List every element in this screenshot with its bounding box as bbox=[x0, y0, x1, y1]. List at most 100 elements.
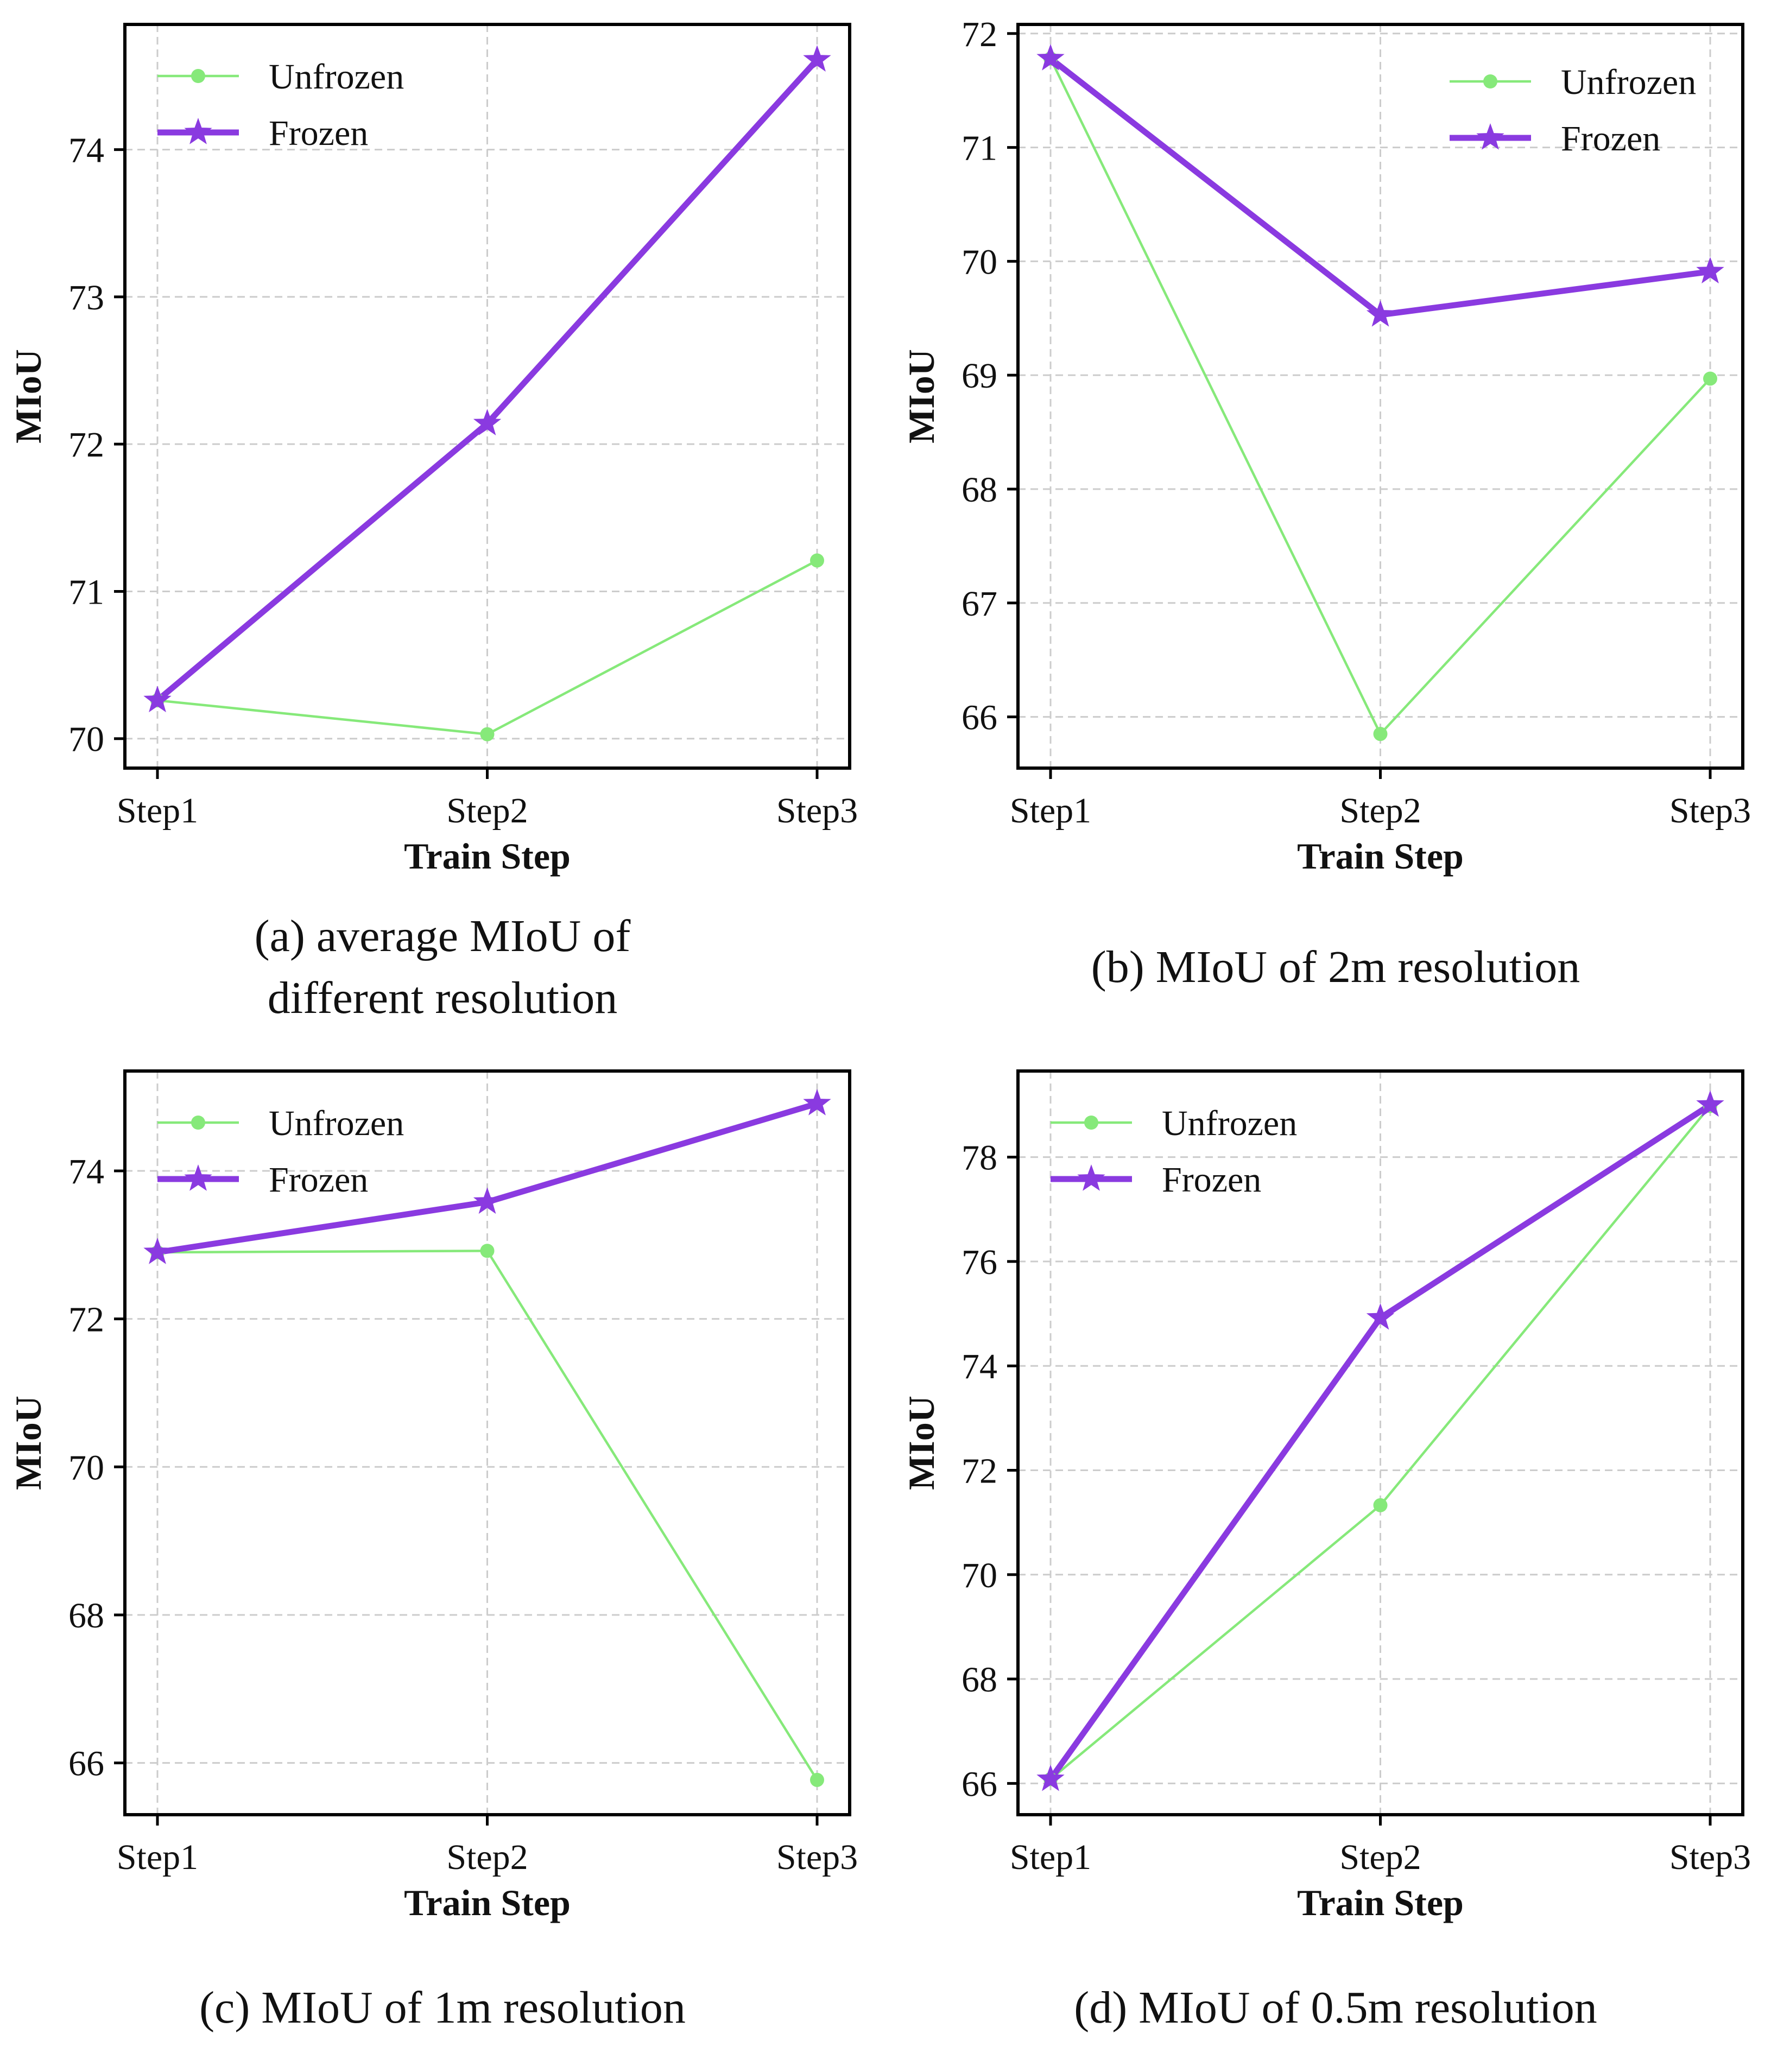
axes-frame-a bbox=[123, 23, 851, 770]
caption-b-line-1: (b) MIoU of 2m resolution bbox=[1091, 942, 1580, 992]
legend-b: Unfrozen Frozen bbox=[1450, 62, 1696, 159]
grid-b bbox=[1018, 24, 1743, 768]
caption-d: (d) MIoU of 0.5m resolution bbox=[893, 1977, 1771, 2039]
point-a-frozen-0 bbox=[143, 686, 172, 713]
x-tick-label-a-1: Step2 bbox=[446, 791, 528, 831]
legend-marker-d-unfrozen bbox=[1084, 1116, 1098, 1130]
y-tick-label-d-0: 66 bbox=[962, 1764, 997, 1804]
point-c-frozen-0 bbox=[143, 1238, 172, 1264]
legend-marker-c-frozen bbox=[184, 1164, 212, 1191]
caption-a-line-2: different resolution bbox=[267, 973, 618, 1023]
chart-b: Step1 Step2 Step3 66 67 68 69 70 71 72 Train Step M… bbox=[901, 15, 1751, 877]
y-tick-label-d-6: 78 bbox=[962, 1138, 997, 1178]
y-tick-label-b-6: 72 bbox=[962, 15, 997, 54]
y-tick-label-c-4: 74 bbox=[68, 1152, 104, 1192]
x-tick-label-a-0: Step1 bbox=[117, 791, 198, 831]
x-tick-label-b-1: Step2 bbox=[1339, 791, 1421, 831]
legend-label-c-unfrozen: Unfrozen bbox=[269, 1104, 404, 1143]
y-tick-label-a-4: 74 bbox=[68, 131, 104, 170]
panel-c: Step1 Step2 Step3 66 68 70 72 74 Train Step MIoU U… bbox=[0, 1047, 885, 2072]
panel-b: Step1 Step2 Step3 66 67 68 69 70 71 72 Train Step M… bbox=[893, 0, 1771, 1025]
series-c bbox=[143, 1089, 831, 1787]
chart-a: Step1 Step2 Step3 70 71 72 73 74 Train Step MIoU U… bbox=[8, 23, 858, 877]
point-d-unfrozen-1 bbox=[1373, 1498, 1388, 1512]
point-a-frozen-2 bbox=[803, 45, 831, 72]
y-tick-label-c-1: 68 bbox=[68, 1596, 104, 1636]
caption-c-line-1: (c) MIoU of 1m resolution bbox=[199, 1982, 686, 2033]
point-d-frozen-2 bbox=[1696, 1090, 1724, 1117]
x-tick-label-d-1: Step2 bbox=[1339, 1837, 1421, 1877]
y-tick-label-a-1: 71 bbox=[68, 572, 104, 612]
series-a bbox=[143, 45, 831, 742]
point-c-frozen-2 bbox=[803, 1089, 831, 1116]
legend-marker-b-unfrozen bbox=[1483, 74, 1497, 88]
legend-label-c-frozen: Frozen bbox=[269, 1160, 368, 1200]
x-axis-label-c: Train Step bbox=[404, 1882, 571, 1923]
point-c-unfrozen-2 bbox=[810, 1772, 824, 1787]
y-axis-label-d: MIoU bbox=[901, 1396, 942, 1490]
x-axis-label-a: Train Step bbox=[404, 835, 571, 877]
point-b-frozen-2 bbox=[1696, 257, 1724, 284]
caption-a: (a) average MIoU of different resolution bbox=[0, 905, 885, 1029]
grid-a bbox=[125, 24, 850, 768]
legend-label-a-frozen: Frozen bbox=[269, 113, 368, 153]
point-b-unfrozen-1 bbox=[1373, 727, 1388, 742]
y-tick-label-d-2: 70 bbox=[962, 1556, 997, 1595]
y-axis-label-b: MIoU bbox=[901, 349, 942, 443]
x-tick-label-c-1: Step2 bbox=[446, 1837, 528, 1877]
legend-label-a-unfrozen: Unfrozen bbox=[269, 57, 404, 97]
legend-marker-d-frozen bbox=[1077, 1164, 1105, 1191]
series-line-b-unfrozen bbox=[1049, 58, 1711, 736]
point-b-frozen-0 bbox=[1036, 43, 1065, 71]
grid-c bbox=[125, 1071, 850, 1815]
point-d-frozen-0 bbox=[1036, 1764, 1065, 1791]
y-tick-label-a-2: 72 bbox=[68, 425, 104, 465]
point-c-frozen-1 bbox=[473, 1187, 502, 1214]
chart-d: Step1 Step2 Step3 66 68 70 72 74 76 78 Train Step M… bbox=[901, 1069, 1751, 1923]
y-tick-label-b-2: 68 bbox=[962, 470, 997, 510]
legend-c: Unfrozen Frozen bbox=[157, 1104, 404, 1200]
y-tick-label-d-1: 68 bbox=[962, 1660, 997, 1700]
y-tick-label-c-2: 70 bbox=[68, 1448, 104, 1487]
legend-d: Unfrozen Frozen bbox=[1051, 1104, 1297, 1200]
panel-a: Step1 Step2 Step3 70 71 72 73 74 Train Step MIoU U… bbox=[0, 0, 885, 1025]
grid-d bbox=[1018, 1071, 1743, 1815]
y-tick-label-b-0: 66 bbox=[962, 698, 997, 738]
point-b-unfrozen-2 bbox=[1703, 371, 1717, 386]
y-tick-label-b-5: 71 bbox=[962, 129, 997, 168]
x-tick-label-a-2: Step3 bbox=[776, 791, 858, 831]
legend-marker-b-frozen bbox=[1476, 123, 1504, 150]
y-tick-label-d-5: 76 bbox=[962, 1243, 997, 1282]
legend-label-d-frozen: Frozen bbox=[1162, 1160, 1261, 1200]
x-tick-label-c-0: Step1 bbox=[117, 1837, 198, 1877]
legend-marker-c-unfrozen bbox=[191, 1116, 205, 1130]
legend-label-b-frozen: Frozen bbox=[1561, 119, 1660, 159]
point-a-unfrozen-2 bbox=[810, 553, 824, 568]
y-axis-label-a: MIoU bbox=[8, 349, 49, 443]
series-b bbox=[1036, 43, 1724, 742]
x-tick-label-b-0: Step1 bbox=[1010, 791, 1091, 831]
x-axis-label-b: Train Step bbox=[1297, 835, 1464, 877]
y-tick-label-d-3: 72 bbox=[962, 1451, 997, 1491]
y-axis-label-c: MIoU bbox=[8, 1396, 49, 1490]
y-tick-label-b-3: 69 bbox=[962, 356, 997, 396]
point-b-frozen-1 bbox=[1366, 300, 1395, 327]
caption-a-line-1: (a) average MIoU of bbox=[254, 911, 631, 961]
y-tick-label-c-3: 72 bbox=[68, 1300, 104, 1340]
x-tick-label-d-2: Step3 bbox=[1669, 1837, 1751, 1877]
point-c-unfrozen-1 bbox=[480, 1244, 495, 1258]
legend-label-b-unfrozen: Unfrozen bbox=[1561, 62, 1696, 102]
caption-d-line-1: (d) MIoU of 0.5m resolution bbox=[1074, 1982, 1597, 2033]
chart-c: Step1 Step2 Step3 66 68 70 72 74 Train Step MIoU U… bbox=[8, 1069, 858, 1923]
legend-marker-a-frozen bbox=[184, 118, 212, 144]
series-line-d-frozen bbox=[1048, 1102, 1712, 1781]
legend-a: Unfrozen Frozen bbox=[157, 57, 404, 153]
legend-label-d-unfrozen: Unfrozen bbox=[1162, 1104, 1297, 1143]
y-tick-label-b-1: 67 bbox=[962, 584, 997, 624]
point-d-frozen-1 bbox=[1366, 1303, 1395, 1330]
point-a-frozen-1 bbox=[473, 409, 502, 435]
x-tick-label-c-2: Step3 bbox=[776, 1837, 858, 1877]
caption-c: (c) MIoU of 1m resolution bbox=[0, 1977, 885, 2039]
series-d bbox=[1036, 1090, 1724, 1791]
